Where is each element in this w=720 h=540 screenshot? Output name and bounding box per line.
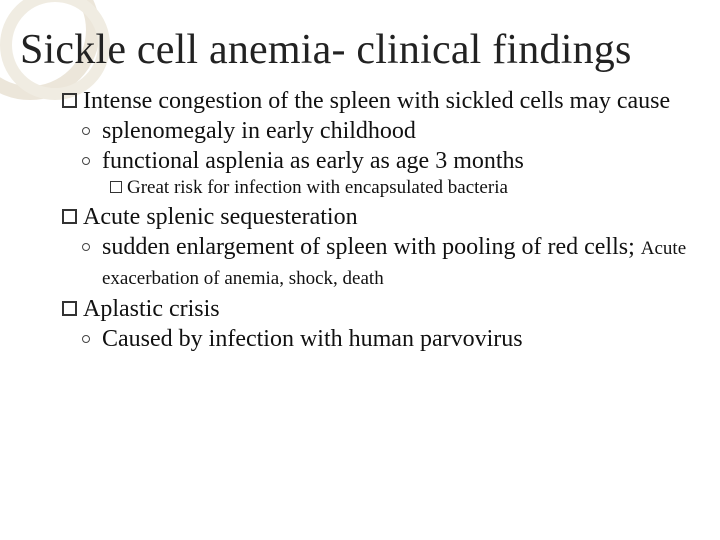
circle-bullet-icon [82, 335, 90, 343]
bullet-level1: Acute splenic sequesteration [62, 202, 700, 232]
slide-body: Intense congestion of the spleen with si… [20, 86, 700, 354]
bullet-text: functional asplenia as early as age 3 mo… [102, 146, 524, 176]
bullet-rest: risk for infection with encapsulated bac… [169, 177, 508, 198]
square-bullet-icon [62, 209, 77, 224]
bullet-text: Acute splenic sequesteration [83, 202, 358, 232]
bullet-level3: Great risk for infection with encapsulat… [110, 176, 700, 200]
bullet-text: Intense congestion of the spleen with si… [83, 86, 670, 116]
square-bullet-icon [110, 181, 122, 193]
bullet-rest: crisis [163, 296, 220, 322]
bullet-text: Aplastic crisis [83, 294, 220, 324]
bullet-text: Great risk for infection with encapsulat… [127, 176, 508, 200]
bullet-main: sudden enlargement of spleen with poolin… [102, 234, 641, 260]
circle-bullet-icon [82, 243, 90, 251]
bullet-lead: Intense [83, 88, 152, 114]
square-bullet-icon [62, 93, 77, 108]
slide-title: Sickle cell anemia- clinical findings [20, 28, 700, 72]
bullet-lead: Aplastic [83, 296, 163, 322]
bullet-level2: functional asplenia as early as age 3 mo… [82, 146, 700, 176]
bullet-lead: Acute [83, 204, 140, 230]
bullet-level2: Caused by infection with human parvoviru… [82, 324, 700, 354]
bullet-text: splenomegaly in early childhood [102, 116, 416, 146]
bullet-text: Caused by infection with human parvoviru… [102, 324, 523, 354]
bullet-rest: splenic sequesteration [140, 204, 357, 230]
bullet-lead: Great [127, 177, 169, 198]
circle-bullet-icon [82, 157, 90, 165]
bullet-rest: congestion of the spleen with sickled ce… [152, 88, 670, 114]
circle-bullet-icon [82, 127, 90, 135]
bullet-level1: Aplastic crisis [62, 294, 700, 324]
square-bullet-icon [62, 301, 77, 316]
bullet-level1: Intense congestion of the spleen with si… [62, 86, 700, 116]
slide: Sickle cell anemia- clinical findings In… [0, 0, 720, 540]
bullet-level2: sudden enlargement of spleen with poolin… [82, 232, 700, 292]
bullet-level2: splenomegaly in early childhood [82, 116, 700, 146]
bullet-text: sudden enlargement of spleen with poolin… [102, 232, 700, 292]
